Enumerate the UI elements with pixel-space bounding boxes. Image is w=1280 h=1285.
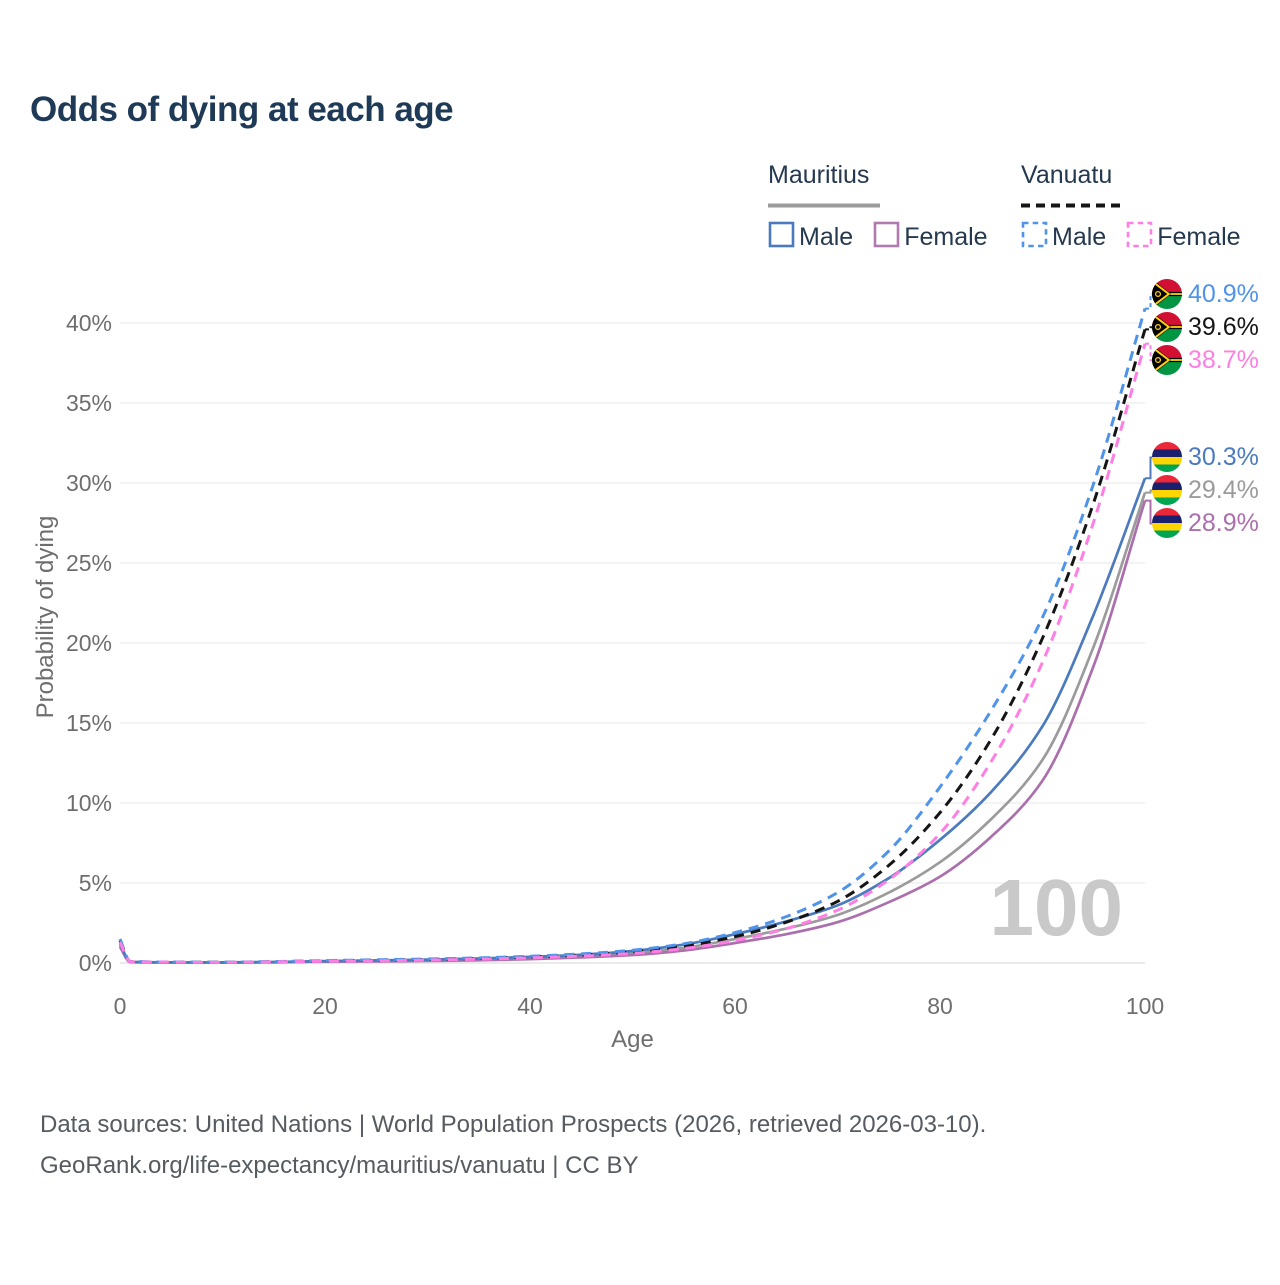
page-title: Odds of dying at each age [30,90,454,129]
end-label-value: 30.3% [1188,442,1259,471]
legend-item-label: Female [1157,222,1241,251]
y-tick-label: 15% [65,710,112,736]
end-label-value: 29.4% [1188,475,1259,504]
y-tick-label: 25% [65,550,112,576]
x-tick-label: 40 [517,993,543,1019]
legend-group-mauritius: Mauritius Male Female [768,161,1028,253]
x-tick-label: 0 [113,993,127,1019]
series-end-label-mauritius-both-sexes: 29.4% [1152,474,1259,506]
vanuatu-female-swatch-icon [1126,221,1153,253]
series-end-label-vanuatu-male: 40.9% [1152,278,1259,310]
end-label-value: 28.9% [1188,508,1259,537]
x-tick-label: 20 [312,993,338,1019]
x-axis-title: Age [611,1026,654,1053]
mauritius-flag-icon [1152,475,1182,505]
series-line-vanuatu-female [118,343,1147,964]
x-tick-label: 100 [1125,993,1165,1019]
y-axis-title: Probability of dying [32,515,59,719]
mauritius-flag-icon [1152,442,1182,472]
legend-item-mauritius-male[interactable]: Male [768,221,853,253]
end-label-value: 39.6% [1188,312,1259,341]
vanuatu-flag-icon [1152,279,1182,309]
legend-item-label: Male [1052,222,1107,251]
series-end-label-vanuatu-both-sexes: 39.6% [1152,311,1259,343]
y-tick-label: 20% [65,630,112,656]
legend-group-vanuatu-label[interactable]: Vanuatu [1021,161,1113,189]
age-watermark: 100 [989,863,1123,952]
series-end-label-vanuatu-female: 38.7% [1152,344,1259,376]
y-tick-label: 5% [78,870,112,896]
y-tick-label: 10% [65,790,112,816]
end-label-value: 40.9% [1188,279,1259,308]
footer: Data sources: United Nations | World Pop… [40,1104,986,1186]
legend-group-mauritius-label[interactable]: Mauritius [768,161,870,189]
vanuatu-line-style-swatch [1021,195,1280,213]
series-end-label-mauritius-female: 28.9% [1152,507,1259,539]
y-tick-label: 0% [78,950,112,976]
footer-attribution: GeoRank.org/life-expectancy/mauritius/va… [40,1152,639,1179]
mauritius-line-style-swatch [768,195,1028,213]
legend-item-label: Female [904,222,988,251]
y-tick-label: 30% [65,470,112,496]
series-end-label-mauritius-male: 30.3% [1152,441,1259,473]
legend-item-vanuatu-female[interactable]: Female [1126,221,1241,253]
mauritius-male-swatch-icon [768,221,795,253]
legend-item-mauritius-female[interactable]: Female [873,221,988,253]
legend-group-vanuatu: Vanuatu Male Female [1021,161,1280,253]
series-line-vanuatu-male [118,308,1147,964]
end-label-value: 38.7% [1188,345,1259,374]
y-tick-label: 40% [65,310,112,336]
vanuatu-flag-icon [1152,345,1182,375]
x-tick-label: 80 [927,993,953,1019]
y-tick-label: 35% [65,390,112,416]
legend-item-label: Male [799,222,854,251]
footer-data-sources: Data sources: United Nations | World Pop… [40,1111,987,1138]
vanuatu-flag-icon [1152,312,1182,342]
x-tick-label: 60 [722,993,748,1019]
mauritius-flag-icon [1152,508,1182,538]
vanuatu-male-swatch-icon [1021,221,1048,253]
legend-item-vanuatu-male[interactable]: Male [1021,221,1106,253]
mauritius-female-swatch-icon [873,221,900,253]
